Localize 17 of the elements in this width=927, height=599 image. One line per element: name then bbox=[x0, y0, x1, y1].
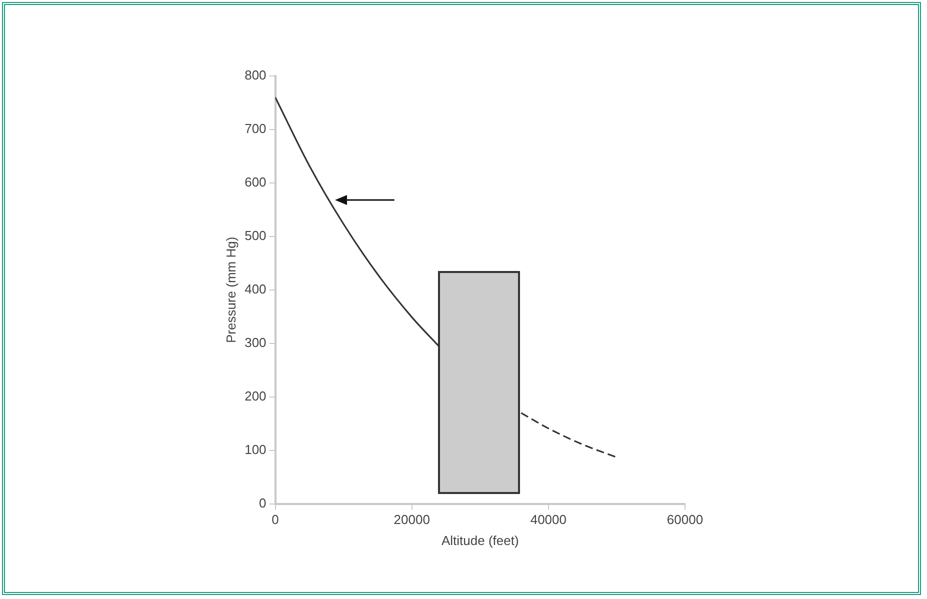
x-tick-label: 20000 bbox=[394, 512, 430, 528]
y-tick-label: 500 bbox=[244, 228, 266, 244]
y-tick-label: 800 bbox=[244, 68, 266, 83]
x-tick-label: 0 bbox=[272, 512, 279, 528]
y-tick-label: 100 bbox=[244, 442, 266, 457]
y-tick-label: 0 bbox=[259, 495, 266, 510]
line-series bbox=[520, 412, 618, 458]
x-tick-label: 60000 bbox=[666, 512, 704, 528]
x-tick-label: 40000 bbox=[530, 512, 567, 528]
y-tick-label: 200 bbox=[244, 388, 266, 404]
line-series bbox=[275, 96, 440, 348]
y-tick-label: 700 bbox=[244, 121, 266, 136]
y-axis-title: Pressure (mm Hg) bbox=[223, 236, 238, 343]
y-tick-label: 600 bbox=[244, 174, 266, 190]
y-tick-label: 400 bbox=[244, 281, 266, 296]
x-axis-title: Altitude (feet) bbox=[441, 532, 519, 548]
y-tick-label: 300 bbox=[244, 334, 266, 350]
